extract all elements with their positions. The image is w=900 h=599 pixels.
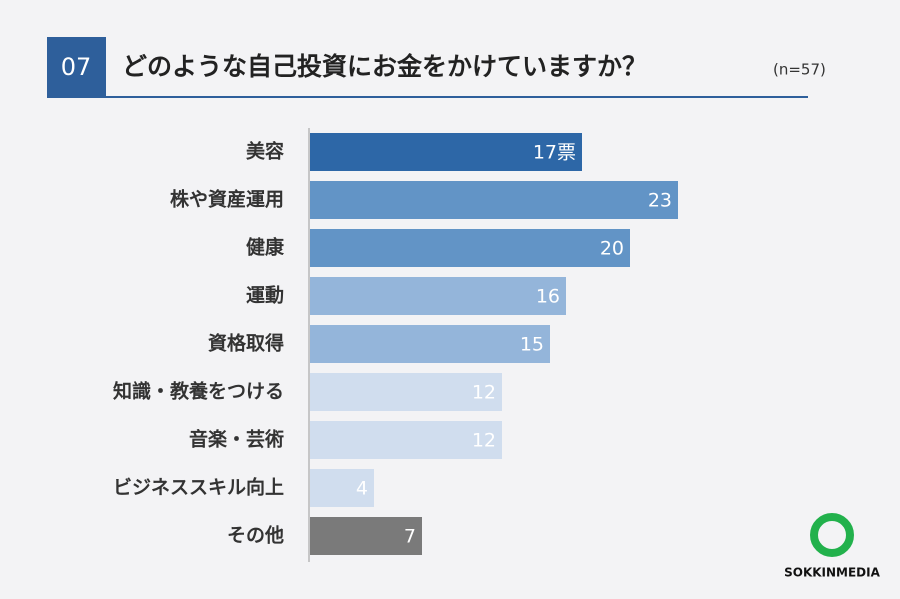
bar xyxy=(310,517,422,555)
bar xyxy=(310,277,566,315)
bar xyxy=(310,229,630,267)
subtitle: (n=57) xyxy=(773,61,826,79)
category-label: 健康 xyxy=(246,236,285,259)
bar xyxy=(310,469,374,507)
category-label: その他 xyxy=(227,524,284,547)
value-label: 4 xyxy=(356,478,368,500)
bar xyxy=(310,133,582,171)
value-label: 15 xyxy=(520,334,544,356)
badge: 07 xyxy=(61,53,92,81)
badge-box xyxy=(47,37,106,97)
category-label: 運動 xyxy=(246,285,284,307)
logo-mark xyxy=(810,513,854,557)
logo: SOKKINMEDIA xyxy=(784,566,881,580)
category-label: ビジネススキル向上 xyxy=(113,476,284,499)
category-label: 株や資産運用 xyxy=(170,188,284,211)
value-label: 23 xyxy=(648,190,672,212)
bar xyxy=(310,181,678,219)
category-label: 美容 xyxy=(246,140,284,163)
value-label: 12 xyxy=(472,430,496,452)
value-label: 16 xyxy=(536,286,560,308)
value-label: 7 xyxy=(404,526,416,548)
value-label: 20 xyxy=(600,238,624,260)
category-label: 知識・教養をつける xyxy=(113,380,284,403)
bar xyxy=(310,325,550,363)
bar xyxy=(310,421,502,459)
category-label: 音楽・芸術 xyxy=(189,428,284,451)
category-label: 資格取得 xyxy=(208,332,284,355)
value-label: 17票 xyxy=(533,142,576,164)
chart-title: どのような自己投資にお金をかけていますか？ xyxy=(122,52,647,81)
value-label: 12 xyxy=(472,382,496,404)
bar xyxy=(310,373,502,411)
